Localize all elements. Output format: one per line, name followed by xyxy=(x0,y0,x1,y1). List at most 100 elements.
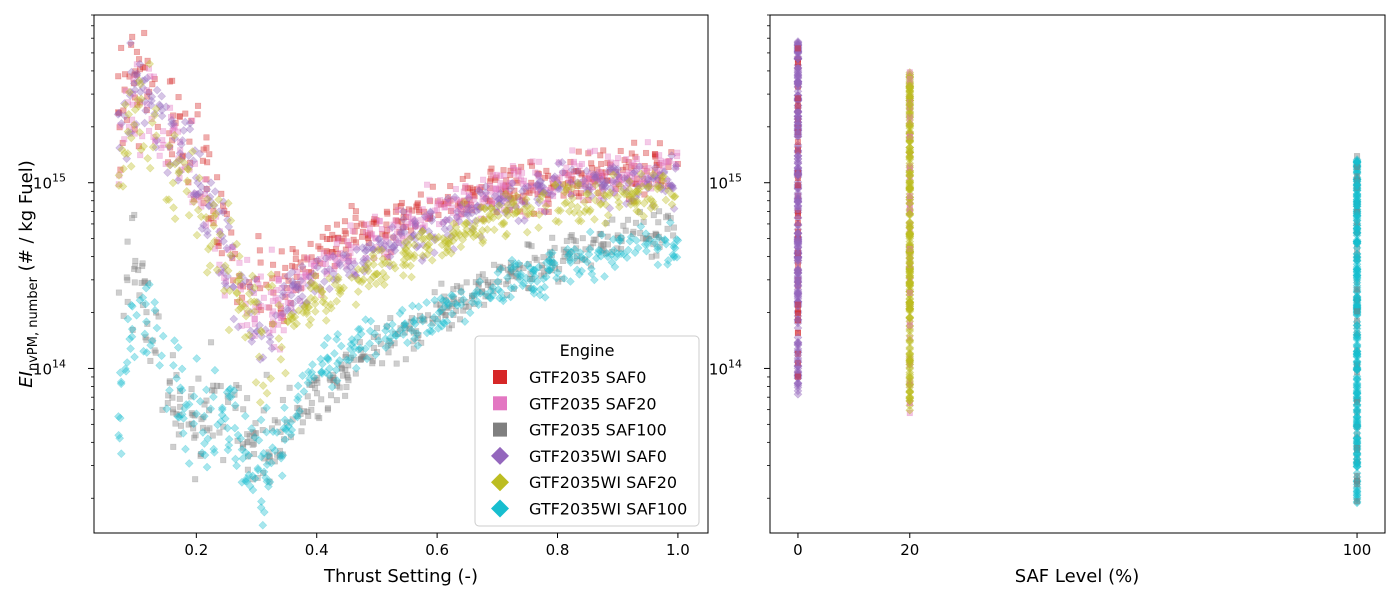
data-point-gtf2035-saf0 xyxy=(118,44,125,51)
data-point-gtf2035wi-saf0 xyxy=(643,175,653,185)
data-point-gtf2035wi-saf0 xyxy=(584,182,594,192)
data-point-gtf2035wi-saf0 xyxy=(605,164,615,173)
data-point-gtf2035-saf20 xyxy=(323,270,330,277)
data-point-gtf2035wi-saf100 xyxy=(258,520,268,530)
data-point-gtf2035-saf100 xyxy=(540,254,547,261)
data-point-gtf2035wi-saf0 xyxy=(179,126,189,135)
data-point-gtf2035-saf20 xyxy=(639,181,646,188)
data-point-gtf2035-saf0 xyxy=(518,163,525,170)
data-point-gtf2035wi-saf0 xyxy=(567,165,577,174)
left-x-axis-title: Thrust Setting (-) xyxy=(323,566,478,587)
data-point-gtf2035-saf100 xyxy=(458,288,465,295)
data-point-gtf2035-saf20 xyxy=(449,209,456,216)
data-point-gtf2035-saf0 xyxy=(282,264,289,271)
data-point-gtf2035-saf100 xyxy=(252,430,259,437)
data-point-gtf2035-saf20 xyxy=(633,155,640,163)
right-x-ticks: 0 20 100 xyxy=(793,533,1371,559)
data-point-gtf2035-saf20 xyxy=(465,192,472,199)
strip-point-saf-100 xyxy=(1353,481,1361,488)
data-point-gtf2035-saf100 xyxy=(188,386,195,393)
data-point-gtf2035-saf100 xyxy=(232,404,239,412)
data-point-gtf2035-saf100 xyxy=(587,244,594,251)
data-point-gtf2035-saf20 xyxy=(270,321,277,328)
data-point-gtf2035wi-saf0 xyxy=(494,194,504,204)
data-point-gtf2035-saf100 xyxy=(139,262,146,270)
data-point-gtf2035-saf100 xyxy=(185,421,192,428)
strip-point-saf-0 xyxy=(794,182,802,189)
data-point-gtf2035-saf100 xyxy=(416,312,424,319)
data-point-gtf2035-saf100 xyxy=(549,234,556,241)
data-point-gtf2035wi-saf0 xyxy=(399,241,408,250)
data-point-gtf2035wi-saf0 xyxy=(120,99,129,108)
data-point-gtf2035-saf100 xyxy=(176,388,184,395)
data-point-gtf2035wi-saf100 xyxy=(210,365,220,375)
data-point-gtf2035-saf20 xyxy=(419,224,426,231)
data-point-gtf2035-saf20 xyxy=(166,104,174,111)
data-point-gtf2035wi-saf0 xyxy=(580,182,590,191)
data-point-gtf2035-saf100 xyxy=(356,339,363,346)
data-point-gtf2035-saf20 xyxy=(378,225,385,233)
data-point-gtf2035wi-saf0 xyxy=(288,277,297,286)
data-point-gtf2035-saf0 xyxy=(464,172,471,179)
data-point-gtf2035-saf0 xyxy=(293,273,300,280)
data-point-gtf2035-saf100 xyxy=(622,227,629,234)
data-point-gtf2035-saf20 xyxy=(177,147,184,154)
data-point-gtf2035wi-saf100 xyxy=(173,343,183,352)
data-point-gtf2035-saf100 xyxy=(246,433,253,440)
data-point-gtf2035wi-saf0 xyxy=(627,195,637,205)
strip-point-saf-0 xyxy=(794,102,802,109)
data-point-gtf2035wi-saf0 xyxy=(476,232,486,242)
data-point-gtf2035wi-saf0 xyxy=(167,119,176,129)
data-point-gtf2035-saf0 xyxy=(615,181,622,188)
data-point-gtf2035-saf0 xyxy=(257,285,264,292)
data-point-gtf2035-saf100 xyxy=(632,219,640,226)
data-point-gtf2035-saf0 xyxy=(514,179,521,186)
data-point-gtf2035wi-saf0 xyxy=(601,176,611,186)
data-point-gtf2035-saf100 xyxy=(438,309,445,316)
data-point-gtf2035-saf0 xyxy=(398,199,405,207)
data-point-gtf2035-saf20 xyxy=(255,281,262,288)
data-point-gtf2035-saf100 xyxy=(656,208,663,215)
data-point-gtf2035-saf20 xyxy=(229,244,236,251)
data-point-gtf2035-saf100 xyxy=(442,312,449,319)
data-point-gtf2035wi-saf0 xyxy=(190,146,200,155)
data-point-gtf2035-saf20 xyxy=(500,184,507,191)
data-point-gtf2035-saf100 xyxy=(525,260,532,268)
data-point-gtf2035-saf100 xyxy=(512,272,519,279)
data-point-gtf2035-saf0 xyxy=(470,191,477,199)
data-point-gtf2035-saf0 xyxy=(604,177,611,184)
data-point-gtf2035wi-saf0 xyxy=(599,184,609,194)
data-point-gtf2035wi-saf0 xyxy=(599,180,609,190)
data-point-gtf2035wi-saf0 xyxy=(481,188,491,198)
data-point-gtf2035wi-saf0 xyxy=(550,172,560,182)
data-point-gtf2035wi-saf0 xyxy=(252,326,262,336)
data-point-gtf2035-saf0 xyxy=(459,175,466,183)
data-point-gtf2035-saf20 xyxy=(150,73,158,80)
data-point-gtf2035-saf20 xyxy=(641,166,648,173)
data-point-gtf2035-saf100 xyxy=(410,338,417,345)
data-point-gtf2035wi-saf0 xyxy=(219,236,228,246)
data-point-gtf2035-saf0 xyxy=(588,165,596,172)
data-point-gtf2035-saf0 xyxy=(592,177,599,184)
data-point-gtf2035-saf0 xyxy=(123,116,130,123)
data-point-gtf2035-saf0 xyxy=(462,184,469,191)
data-point-gtf2035wi-saf0 xyxy=(443,231,452,240)
data-point-gtf2035-saf20 xyxy=(487,198,494,205)
data-point-gtf2035-saf20 xyxy=(178,166,185,173)
data-point-gtf2035-saf20 xyxy=(630,177,637,184)
data-point-gtf2035-saf20 xyxy=(266,329,273,336)
data-point-gtf2035wi-saf0 xyxy=(296,276,306,286)
data-point-gtf2035wi-saf100 xyxy=(323,333,332,343)
data-point-gtf2035-saf20 xyxy=(633,166,641,173)
data-point-gtf2035-saf0 xyxy=(323,249,331,256)
data-point-gtf2035-saf20 xyxy=(297,297,304,304)
data-point-gtf2035-saf0 xyxy=(266,304,273,311)
data-point-gtf2035-saf100 xyxy=(283,419,290,426)
data-point-gtf2035wi-saf0 xyxy=(374,235,384,245)
data-point-gtf2035-saf0 xyxy=(421,208,428,215)
data-point-gtf2035wi-saf0 xyxy=(399,214,408,224)
data-point-gtf2035-saf0 xyxy=(545,195,552,202)
data-point-gtf2035-saf100 xyxy=(664,225,671,232)
data-point-gtf2035wi-saf0 xyxy=(117,119,126,128)
data-point-gtf2035-saf100 xyxy=(311,385,319,392)
